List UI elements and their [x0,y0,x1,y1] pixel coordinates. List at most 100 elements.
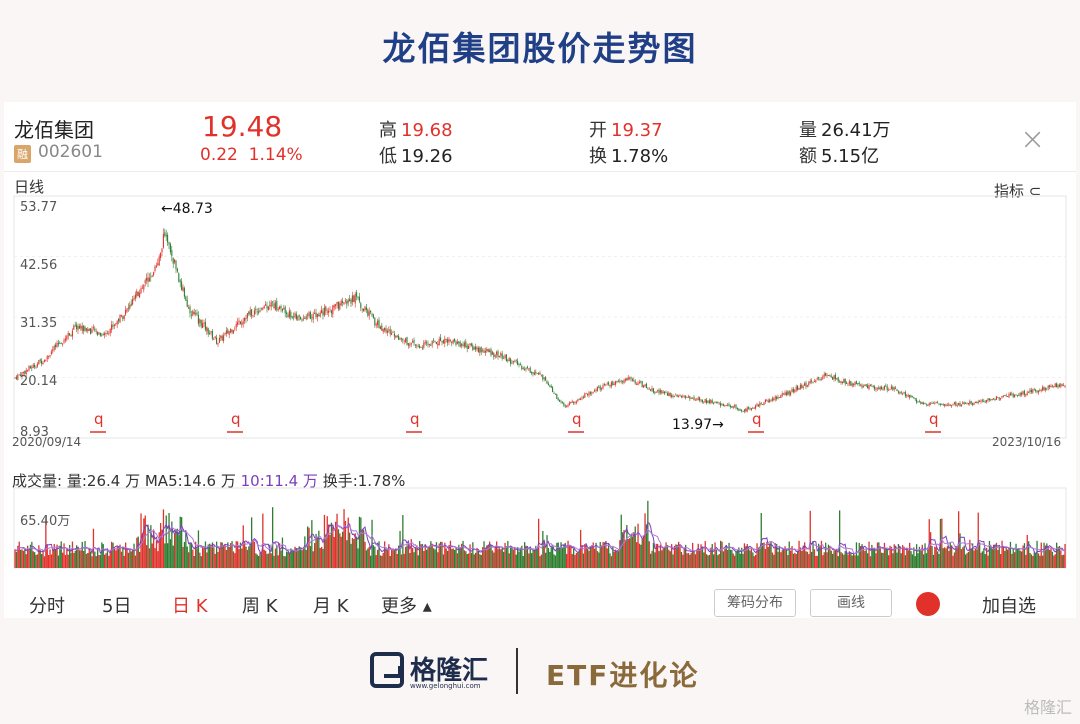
volume-bar [638,543,641,568]
add-watchlist-button[interactable]: 加自选 [982,596,1036,617]
tab-more[interactable]: 更多 ▴ [381,596,432,617]
volume-bar [532,550,534,568]
candle-body [976,402,978,404]
candle-body [444,338,446,344]
volume-bar [886,549,888,568]
candle-body [855,381,857,384]
volume-bar [130,551,132,568]
volume-bar [942,548,944,568]
candle-body [371,313,373,316]
candle-body [398,336,400,340]
volume-bar [42,550,44,568]
candle-body [582,397,584,398]
tab-monthly-k[interactable]: 月 K [313,596,349,617]
candle-body [706,399,708,404]
volume-bar [601,545,603,568]
volume-bar [217,552,219,568]
candle-body [680,395,682,398]
volume-bar [526,546,529,568]
candle-body [76,324,78,330]
candle-body [797,385,799,390]
tab-5day[interactable]: 5日 [102,596,132,617]
volume-bar [224,543,226,568]
turnover-field: 换 1.78% [589,142,668,168]
candle-body [378,319,380,329]
candle-body [73,325,75,330]
candle-body [841,381,843,384]
candle-body [270,302,272,307]
candle-body [454,338,456,342]
volume-bar [974,548,977,568]
volume-turnover: 换手:1.78% [322,472,406,490]
candle-body [732,406,734,408]
volume-bar [1057,546,1059,568]
volume-bar [20,549,22,568]
candle-body [508,357,510,362]
volume-bar [279,543,281,568]
candle-body [468,346,470,349]
volume-bar [854,555,856,568]
volume-legend: 成交量: 量:26.4 万 MA5:14.6 万 10:11.4 万 换手:1.… [12,470,405,491]
volume-bar [557,542,559,568]
volume-bar [533,549,536,568]
candle-body [703,401,705,403]
candle-body [568,402,570,406]
draw-line-button[interactable]: 画线 [810,589,892,617]
volume-bar [708,554,711,568]
candle-body [339,303,341,310]
high-value: 19.68 [401,120,453,141]
volume-bar [213,547,215,568]
volume-bar [207,544,209,568]
volume-bar [657,543,659,568]
volume-bar [797,551,799,568]
candle-body [619,380,621,382]
volume-bar [734,555,736,568]
chip-distribution-button[interactable]: 筹码分布 [714,589,796,617]
candle-body [788,391,790,395]
candle-body [392,332,394,334]
candle-body [171,250,173,257]
volume-bar [444,542,446,568]
close-icon[interactable]: × [1020,122,1046,157]
turnover-value: 1.78% [611,146,669,167]
volume-bar [970,548,972,568]
volume-bar [483,541,485,568]
tab-daily-k[interactable]: 日 K [172,596,208,617]
volume-bar [515,554,517,568]
tab-weekly-k[interactable]: 周 K [242,596,278,617]
candle-body [329,309,331,310]
candle-body [83,325,85,331]
candle-body [889,389,891,391]
high-label: 高 [379,120,397,141]
volume-bar [423,551,425,568]
volume-bar [566,553,568,568]
candle-body [893,387,895,390]
candle-body [550,385,552,388]
volume-bar [1018,548,1020,568]
volume-bar [914,556,916,568]
volume-bar [494,546,496,568]
candle-body [399,338,401,340]
volume-bar [633,532,635,568]
candle-body [206,326,208,332]
candle-body [734,405,736,407]
candle-body [573,401,575,404]
record-icon[interactable] [916,592,940,616]
tab-intraday[interactable]: 分时 [29,596,65,617]
candle-body [318,314,320,317]
volume-bar [913,547,915,568]
candle-body [46,356,48,360]
candle-body [1056,383,1058,388]
volume-bar [329,534,331,568]
volume-bar [496,541,498,568]
volume-bar [783,549,785,568]
candle-body [613,383,615,385]
volume-bar [377,549,379,568]
candle-body [496,351,498,355]
volume-bar [988,540,991,568]
candle-body [217,342,219,345]
volume-bar [979,542,981,568]
volume-bar [248,546,250,568]
candle-body [493,352,495,357]
volume-bar [347,517,349,568]
